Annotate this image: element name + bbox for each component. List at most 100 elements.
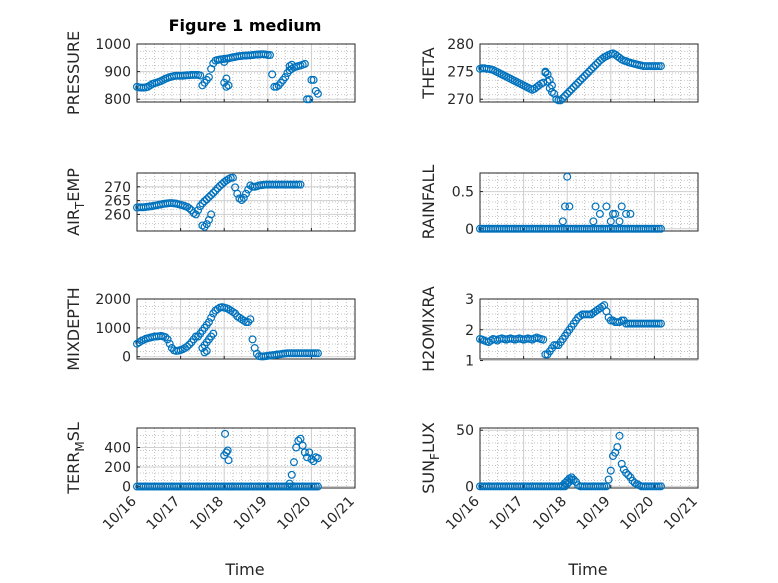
data-point [584, 310, 593, 319]
data-point [204, 73, 213, 82]
data-point [656, 482, 665, 491]
data-point [207, 210, 216, 219]
y-tick-label: 265 [104, 194, 131, 210]
data-point [582, 69, 591, 78]
data-point [223, 446, 232, 455]
y-tick-label: 1 [465, 354, 474, 370]
y-tick-label: 270 [447, 92, 474, 108]
data-point [307, 75, 316, 84]
data-point [652, 62, 661, 71]
data-point [287, 60, 296, 69]
data-point [239, 193, 248, 202]
data-point [165, 339, 174, 348]
plot-frame [136, 172, 356, 232]
y-axis-label: THETA [419, 47, 438, 99]
data-point [558, 481, 567, 490]
y-tick-label: 1000 [95, 321, 131, 337]
data-point [235, 194, 244, 203]
data-point [300, 448, 309, 457]
data-point [589, 217, 598, 226]
data-point [561, 478, 570, 487]
y-tick-label: 2 [465, 323, 474, 339]
data-point [608, 209, 617, 218]
data-point [309, 349, 318, 358]
series-markers [133, 303, 322, 361]
data-point [222, 74, 231, 83]
data-point [622, 209, 631, 218]
y-tick-label: 0 [122, 480, 131, 496]
data-point [309, 75, 318, 84]
plot-frame [479, 427, 699, 489]
data-point [298, 441, 307, 450]
data-point [213, 184, 222, 193]
data-point [228, 307, 237, 316]
y-axis-label-tail: SL [64, 422, 83, 441]
y-axis-label: RAINFALL [419, 165, 438, 240]
data-point [303, 453, 312, 462]
data-point [654, 482, 663, 491]
subplot-pressure: 800 900 1000 PRESSURE [64, 31, 356, 115]
data-point [207, 313, 216, 322]
data-point [656, 62, 665, 71]
series-markers [133, 429, 322, 491]
data-point [202, 195, 211, 204]
y-tick-label: 270 [104, 180, 131, 196]
y-axis-label: TERRMSL [64, 422, 87, 495]
x-axis-label-right: Time [567, 560, 607, 579]
y-axis-label-main: H2OMIXRA [419, 286, 438, 372]
data-point [311, 482, 320, 491]
y-tick-label: 800 [104, 92, 131, 108]
data-point [656, 224, 665, 233]
data-point [556, 96, 565, 105]
y-tick-label: 400 [104, 441, 131, 457]
y-tick-label: 280 [447, 37, 474, 53]
data-point [626, 209, 635, 218]
data-point [294, 436, 303, 445]
y-axis-label-tail: LUX [419, 422, 438, 453]
series-markers [476, 49, 665, 105]
data-point [591, 60, 600, 69]
y-axis-label-subscript: T [73, 201, 87, 210]
data-point [294, 180, 303, 189]
y-axis-label-main: THETA [419, 47, 438, 99]
data-point [281, 73, 290, 82]
y-axis-label-subscript: F [428, 453, 442, 460]
y-axis-label-subscript: M [73, 441, 87, 451]
y-tick-label: 50 [456, 423, 474, 439]
subplot-mixdepth: 0 1000 2000 MIXDEPTH [64, 287, 356, 371]
data-point [305, 95, 314, 104]
data-point [185, 340, 194, 349]
series-markers [476, 301, 665, 359]
figure-title: Figure 1 medium [169, 16, 322, 35]
data-point [228, 173, 237, 182]
data-point [287, 470, 296, 479]
y-axis-label-main: PRESSURE [64, 31, 83, 115]
data-point [300, 59, 309, 68]
y-tick-label: 900 [104, 65, 131, 81]
data-point [220, 57, 229, 66]
y-axis-label: H2OMIXRA [419, 286, 438, 372]
data-point [615, 431, 624, 440]
data-point [611, 209, 620, 218]
data-point [563, 89, 572, 98]
data-point [268, 70, 277, 79]
data-point [656, 319, 665, 328]
y-axis-label-main: TERR [64, 452, 83, 495]
y-tick-label: 1000 [95, 37, 131, 53]
subplot-rainfall: 0 0.5 RAINFALL [419, 165, 699, 240]
data-point [204, 318, 213, 327]
data-point [220, 78, 229, 87]
data-point [563, 172, 572, 181]
data-point [196, 71, 205, 80]
data-point [211, 186, 220, 195]
data-point [185, 204, 194, 213]
data-point [602, 202, 611, 211]
data-point [571, 80, 580, 89]
data-point [296, 434, 305, 443]
data-point [554, 96, 563, 105]
data-point [207, 191, 216, 200]
data-point [606, 466, 615, 475]
y-tick-label: 0.5 [452, 185, 474, 201]
y-tick-label: 3 [465, 292, 474, 308]
data-point [652, 224, 661, 233]
